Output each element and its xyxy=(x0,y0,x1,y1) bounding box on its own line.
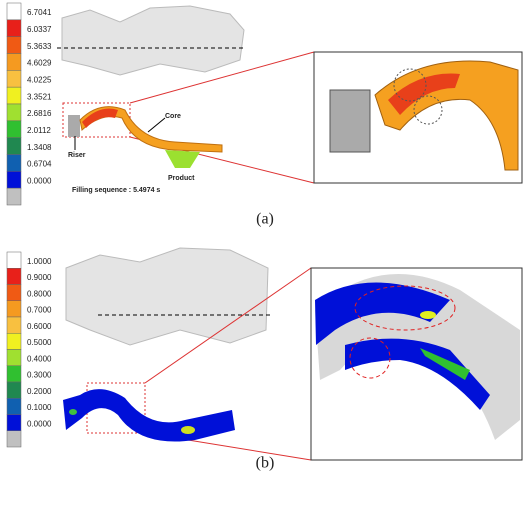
legend-swatch xyxy=(6,333,22,350)
highlight xyxy=(349,337,391,379)
annotation: Riser xyxy=(68,152,86,159)
legend-label: 0.2000 xyxy=(27,387,52,396)
hot-region-zoom xyxy=(388,73,460,115)
caption: (a) xyxy=(256,211,274,228)
riser xyxy=(68,115,80,137)
legend-swatch xyxy=(6,154,22,172)
legend: 1.0000 0.9000 0.8000 0.7000 0.6000 0.5000 0.40… xyxy=(6,251,52,448)
hot-spot xyxy=(420,348,470,380)
legend-swatch xyxy=(6,316,22,334)
legend-label: 2.6816 xyxy=(27,109,52,118)
caption: (b) xyxy=(256,455,275,472)
annotation: Product xyxy=(168,175,195,182)
legend-swatch xyxy=(6,268,22,285)
casting-section xyxy=(63,389,235,442)
legend: 6.7041 6.0337 5.3633 4.6029 4.0225 3.3521 2.68… xyxy=(6,2,52,206)
legend-label: 6.0337 xyxy=(27,25,52,34)
zoom-line xyxy=(144,267,312,384)
hot-spot xyxy=(69,409,77,415)
highlight xyxy=(413,95,443,125)
annotation: Core xyxy=(165,113,181,120)
legend-swatch xyxy=(6,398,22,415)
legend-swatch xyxy=(6,300,22,318)
legend-label: 4.0225 xyxy=(27,76,52,85)
legend-label: 0.6000 xyxy=(27,322,52,331)
legend-label: 0.6704 xyxy=(27,160,52,169)
legend-label: 0.5000 xyxy=(27,338,52,347)
panel-b: 1.0000 0.9000 0.8000 0.7000 0.6000 0.5000 0.40… xyxy=(6,247,523,472)
legend-label: 0.0000 xyxy=(27,177,52,186)
legend-swatch xyxy=(6,349,22,366)
legend-swatch xyxy=(6,70,22,88)
legend-label: 1.0000 xyxy=(27,257,52,266)
legend-swatch xyxy=(6,19,22,37)
annotation: Filling sequence : 5.4974 s xyxy=(72,187,160,194)
legend-label: 3.3521 xyxy=(27,92,52,101)
pointer xyxy=(147,117,166,133)
legend-label: 4.6029 xyxy=(27,59,52,68)
legend-label: 2.0112 xyxy=(27,126,51,135)
casting-zoom xyxy=(345,338,490,410)
highlight xyxy=(393,68,427,102)
product xyxy=(165,150,200,168)
legend-swatch xyxy=(6,365,22,383)
hot-spot xyxy=(420,311,436,319)
legend-label: 0.1000 xyxy=(27,403,52,412)
legend-swatch xyxy=(6,171,22,189)
legend-label: 6.7041 xyxy=(27,8,52,17)
zoom-region xyxy=(86,382,146,434)
legend-swatch xyxy=(6,414,22,431)
legend-swatch xyxy=(6,86,22,105)
highlight xyxy=(354,285,456,331)
legend-label: 0.9000 xyxy=(27,273,52,282)
legend-swatch xyxy=(6,187,22,206)
legend-swatch xyxy=(6,120,22,138)
riser-zoom xyxy=(329,89,371,153)
legend-swatch xyxy=(6,36,22,54)
legend-label: 0.8000 xyxy=(27,289,52,298)
casting-zoom xyxy=(315,282,450,345)
legend-label: 0.7000 xyxy=(27,306,52,315)
legend-swatch xyxy=(6,53,22,71)
legend-swatch xyxy=(6,2,22,21)
hot-spot xyxy=(181,426,195,434)
part-model xyxy=(61,5,245,76)
zoom-line xyxy=(129,51,315,104)
legend-label: 0.3000 xyxy=(27,371,52,380)
legend-swatch xyxy=(6,381,22,399)
part-model xyxy=(65,247,269,346)
legend-label: 0.4000 xyxy=(27,354,52,363)
legend-swatch xyxy=(6,251,22,269)
legend-label: 1.3408 xyxy=(27,143,52,152)
legend-label: 5.3633 xyxy=(27,42,52,51)
legend-swatch xyxy=(6,284,22,301)
legend-swatch xyxy=(6,430,22,448)
panel-a: 6.7041 6.0337 5.3633 4.6029 4.0225 3.3521 2.68… xyxy=(6,2,523,228)
hot-region xyxy=(82,108,118,128)
legend-swatch xyxy=(6,137,22,155)
legend-swatch xyxy=(6,103,22,122)
legend-label: 0.0000 xyxy=(27,419,52,428)
